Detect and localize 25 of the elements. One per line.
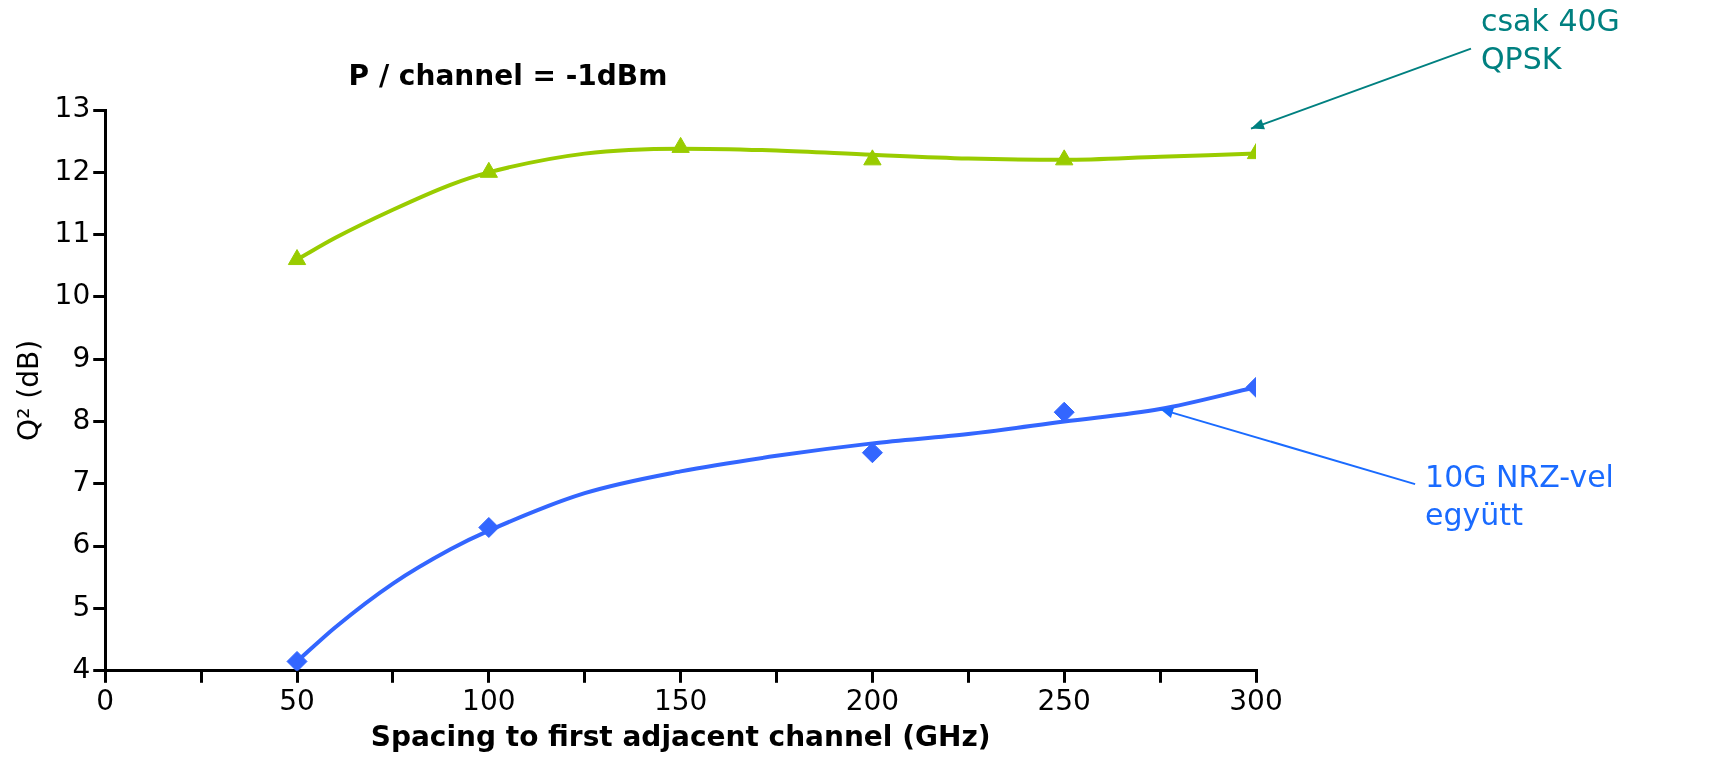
text: csak 40G QPSK bbox=[1481, 3, 1620, 77]
x-tick-label: 300 bbox=[1229, 683, 1283, 717]
chart-title: P / channel = -1dBm bbox=[348, 59, 668, 92]
point bbox=[861, 442, 883, 464]
point bbox=[1053, 401, 1075, 423]
x-tick-label: 150 bbox=[653, 683, 708, 717]
y-tick-label: 6 bbox=[72, 527, 91, 561]
y-tick-label: 11 bbox=[54, 215, 91, 249]
x-tick-label: 250 bbox=[1037, 683, 1091, 717]
x-tick-label: 0 bbox=[96, 683, 115, 717]
y-axis-title: Q² (dB) bbox=[12, 339, 46, 441]
x-axis-title: Spacing to first adjacent channel (GHz) bbox=[370, 720, 991, 754]
y-tick-label: 8 bbox=[72, 402, 91, 436]
y-tick-label: 5 bbox=[72, 589, 91, 623]
y-tick-label: 13 bbox=[54, 91, 91, 125]
y-tick-label: 7 bbox=[72, 465, 91, 499]
x-tick-label: 100 bbox=[462, 683, 516, 717]
x-tick-label: 200 bbox=[845, 683, 900, 717]
point bbox=[286, 650, 308, 671]
y-tick-label: 9 bbox=[72, 340, 91, 374]
y-tick-label: 10 bbox=[54, 278, 91, 312]
y-tick-label: 12 bbox=[54, 153, 91, 187]
y-tick-label: 4 bbox=[72, 652, 91, 686]
annotation: 10G NRZ-vel együtt bbox=[1425, 458, 1614, 532]
x-tick-label: 50 bbox=[279, 683, 315, 717]
